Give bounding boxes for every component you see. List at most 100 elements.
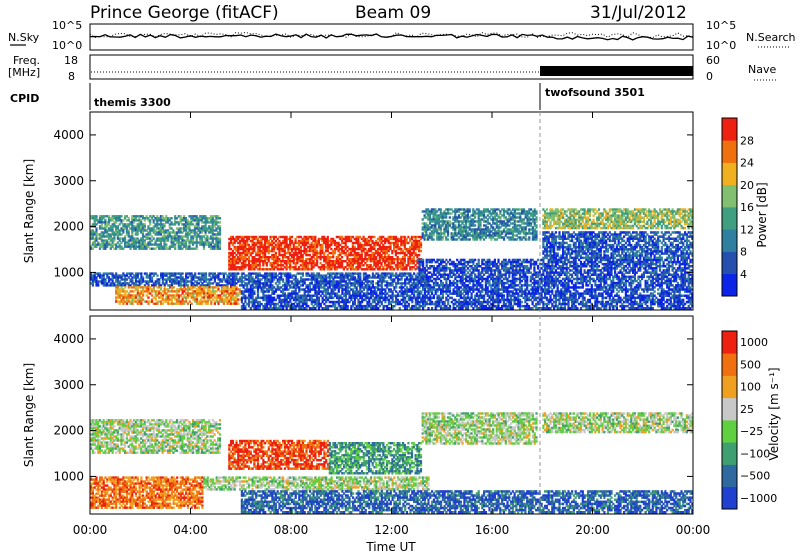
heatmap-cell [517,220,520,223]
heatmap-cell [554,226,557,230]
heatmap-cell [319,247,322,251]
heatmap-cell [149,233,152,236]
heatmap-cell [452,210,455,213]
heatmap-cell [177,229,180,232]
heatmap-cell [364,256,367,259]
heatmap-cell [321,243,324,247]
heatmap-cell [124,243,127,246]
heatmap-cell [468,232,471,235]
heatmap-cell [479,236,482,239]
heatmap-cell [134,227,137,230]
heatmap-cell [508,214,511,217]
heatmap-cell [211,225,214,228]
heatmap-cell [258,262,261,265]
heatmap-cell [571,222,574,226]
heatmap-cell [274,260,277,263]
heatmap-cell [506,212,509,215]
heatmap-cell [493,210,497,213]
heatmap-cell [515,238,518,241]
heatmap-cell [134,247,137,250]
heatmap-cell [211,219,214,222]
heatmap-cell [269,268,272,271]
heatmap-cell [118,231,121,234]
heatmap-cell [113,237,116,240]
heatmap-cell [344,241,347,245]
heatmap-cell [287,256,290,259]
heatmap-cell [375,258,378,261]
heatmap-cell [351,262,354,265]
heatmap-cell [93,245,96,248]
heatmap-cell [167,235,170,238]
heatmap-cell [401,243,405,247]
heatmap-cell [170,217,173,220]
heatmap-cell [228,251,231,255]
heatmap-cell [419,237,423,241]
heatmap-cell [513,220,516,223]
heatmap-cell [389,268,392,271]
heatmap-cell [544,226,547,230]
heatmap-cell [244,256,247,259]
heatmap-cell [287,237,290,241]
heatmap-cell [394,253,397,257]
heatmap-cell [414,247,417,251]
heatmap-cell [159,215,162,218]
heatmap-cell [376,266,380,269]
heatmap-cell [156,225,159,228]
heatmap-cell [454,234,457,237]
heatmap-cell [355,241,358,245]
heatmap-cell [175,239,179,242]
heatmap-cell [242,251,245,255]
heatmap-cell [524,236,527,239]
heatmap-cell [158,229,161,232]
heatmap-cell [181,219,184,222]
heatmap-cell [528,236,531,239]
heatmap-cell [359,262,362,265]
heatmap-cell [195,225,198,228]
heatmap-cell [576,212,579,215]
heatmap-cell [434,208,437,211]
heatmap-cell [441,238,444,241]
heatmap-cell [289,260,292,263]
heatmap-cell [576,226,579,230]
heatmap-cell [125,229,128,232]
heatmap-cell [384,260,387,263]
heatmap-cell [179,245,182,248]
heatmap-cell [301,268,304,271]
heatmap-cell [197,227,200,230]
heatmap-cell [333,268,337,271]
heatmap-cell [312,260,315,263]
heatmap-cell [115,243,118,246]
heatmap-cell [111,237,114,240]
heatmap-cell [211,233,214,236]
heatmap-cell [301,241,304,245]
heatmap-cell [167,237,170,240]
heatmap-cell [192,241,195,244]
heatmap-cell [495,222,498,225]
heatmap-cell [497,224,500,227]
heatmap-cell [192,235,195,238]
heatmap-cell [380,249,383,253]
heatmap-cell [432,228,435,231]
heatmap-cell [186,231,189,234]
heatmap-cell [262,235,265,239]
heatmap-cell [326,260,329,263]
heatmap-cell [385,249,388,253]
heatmap-cell [310,268,313,271]
heatmap-cell [466,234,469,237]
heatmap-cell [118,237,121,240]
heatmap-cell [237,266,240,269]
heatmap-cell [428,220,432,223]
heatmap-cell [513,224,516,227]
heatmap-cell [278,282,281,285]
heatmap-cell [528,232,531,235]
heatmap-cell [240,262,243,265]
heatmap-cell [133,241,136,244]
heatmap-cell [91,223,94,226]
heatmap-cell [483,216,486,219]
heatmap-cell [235,260,238,263]
heatmap-cell [341,241,344,245]
heatmap-cell [366,237,369,241]
heatmap-cell [515,228,518,231]
heatmap-cell [535,236,538,239]
heatmap-cell [150,235,154,238]
